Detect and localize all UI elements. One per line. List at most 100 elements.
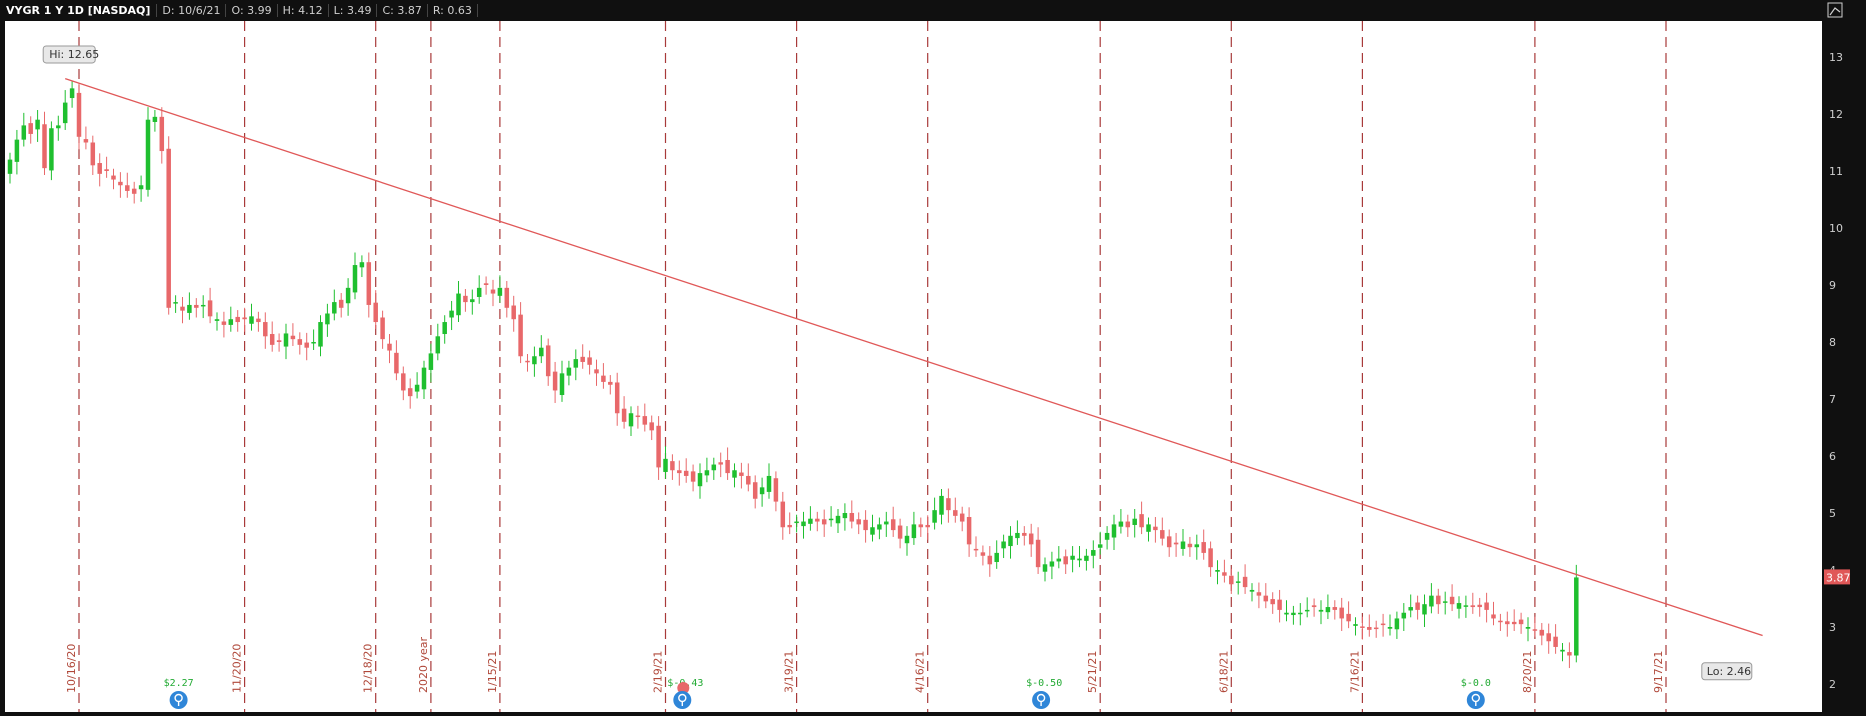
y-tick-label: 11 [1829,165,1843,178]
candle-body [918,524,924,528]
symbol-label[interactable]: VYGR 1 Y 1D [NASDAQ] [0,4,158,17]
candle-body [1146,524,1151,532]
candle-body [1560,649,1565,652]
candle-body [890,519,896,531]
candle-body [145,119,151,190]
candle-body [483,283,489,285]
candle-body [1546,633,1551,642]
candle-body [683,470,689,476]
candle-body [21,125,27,140]
candle-body [207,300,213,317]
y-tick-label: 10 [1829,222,1843,235]
candle-body [580,356,585,362]
candle-body [1311,605,1317,608]
candle-body [897,525,903,539]
candle-body [456,293,461,316]
open-readout: O: 3.99 [226,4,278,17]
candle-body [877,524,882,530]
candle-body [539,347,544,357]
candle-body [1042,564,1048,572]
candle-body [1511,621,1517,625]
candle-body [1484,602,1489,610]
candle-body [180,306,185,311]
candle-body [1539,629,1545,636]
candle-body [1222,572,1227,576]
x-tick-label: 2020 year [417,636,430,693]
candle-body [932,510,937,523]
candle-body [1242,576,1248,588]
candle-body [442,322,447,335]
candle-body [311,342,316,344]
candle-body [690,471,696,482]
y-tick-label: 13 [1829,51,1843,64]
price-axis[interactable] [1822,21,1866,716]
candle-body [228,319,234,325]
candle-body [352,265,358,293]
candle-body [332,302,337,314]
candle-body [718,462,723,465]
candle-body [870,527,875,535]
hi-bubble [42,45,96,64]
chart-header: VYGR 1 Y 1D [NASDAQ] D: 10/6/21 O: 3.99 … [0,0,1866,21]
candle-body [1111,524,1117,538]
candle-body [1360,626,1365,628]
candle-body [732,470,737,478]
candle-body [828,518,834,521]
y-tick-label: 8 [1829,336,1836,349]
candle-body [925,524,930,528]
candle-body [249,316,254,324]
candle-body [987,555,993,565]
x-tick-label: 11/20/20 [231,644,244,693]
candle-body [290,335,296,340]
candle-body [1456,603,1462,609]
candle-body [304,342,309,348]
chart-settings-icon[interactable] [1827,2,1843,18]
left-border [0,21,5,716]
candle-body [1049,561,1055,567]
candle-body [559,373,565,396]
candle-body [649,422,654,431]
candle-body [1429,595,1434,607]
candle-body [1097,544,1103,548]
candle-body [1022,532,1027,536]
candle-body [449,310,454,318]
candle-body [187,304,192,313]
candle-body [1394,618,1400,630]
y-tick-label: 12 [1829,108,1843,121]
candle-body [787,524,792,528]
candle-body [62,102,68,124]
candle-body [476,287,482,297]
earnings-bulb-icon [1466,691,1485,709]
candle-body [1153,526,1158,531]
y-tick-label: 5 [1829,507,1836,520]
candle-body [256,318,261,323]
candle-body [1339,607,1344,619]
candle-body [1574,577,1579,656]
candle-body [1325,607,1331,613]
candle-body [1367,627,1372,630]
candle-body [911,524,917,539]
candle-body [1470,605,1476,608]
candle-body [1387,627,1393,629]
candle-body [401,373,406,391]
candle-body [214,319,220,321]
candle-body [670,461,675,471]
candle-body [1298,612,1303,615]
candle-body [318,322,323,347]
candle-body [642,416,648,425]
candle-body [1256,592,1262,596]
candle-body [1015,532,1020,539]
candle-body [746,475,751,485]
candle-body [1001,541,1006,549]
candle-body [118,181,123,186]
candle-body [1422,604,1427,615]
y-tick-label: 9 [1829,279,1836,292]
candle-body [1532,629,1538,631]
candle-body [815,518,820,522]
candle-body [525,360,530,363]
candle-body [138,185,144,190]
candle-body [76,92,82,137]
candle-body [1505,621,1510,625]
candle-body [7,159,13,174]
